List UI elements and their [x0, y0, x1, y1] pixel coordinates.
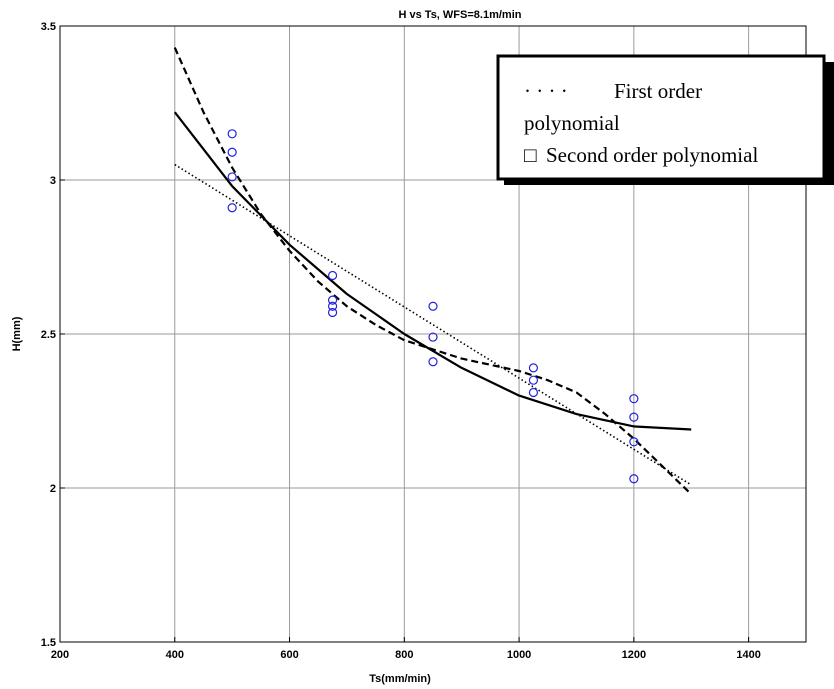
x-tick-label: 600 — [280, 649, 298, 661]
data-point — [629, 412, 639, 422]
legend-first-order-label: First order — [614, 79, 702, 103]
data-point — [227, 129, 237, 139]
series-layer — [173, 47, 692, 495]
data-point — [428, 357, 438, 367]
legend: · · · · First order polynomial □ Second … — [496, 54, 834, 185]
data-point — [227, 172, 237, 182]
data-point — [629, 437, 639, 447]
data-point — [528, 363, 539, 373]
x-axis-ticks: 200 400 600 800 1000 1200 1400 — [51, 637, 761, 661]
y-tick-label: 3.5 — [41, 21, 56, 33]
y-tick-label: 2 — [50, 483, 56, 495]
legend-second-order-marker: □ — [524, 143, 537, 167]
series-line-dashed — [173, 47, 692, 495]
legend-polynomial-label: polynomial — [524, 111, 620, 135]
y-tick-label: 2.5 — [41, 329, 56, 341]
series-line-dotted — [174, 163, 692, 486]
data-point — [327, 270, 338, 281]
x-tick-label: 200 — [51, 649, 69, 661]
x-axis-label: Ts(mm/min) — [369, 673, 431, 685]
data-point — [327, 295, 338, 305]
data-point — [327, 301, 338, 311]
points-layer — [227, 129, 639, 484]
x-tick-label: 1200 — [622, 649, 646, 661]
x-tick-label: 800 — [395, 649, 413, 661]
data-point — [428, 301, 438, 311]
data-point — [629, 474, 639, 484]
y-tick-label: 1.5 — [41, 637, 56, 649]
data-point — [528, 387, 539, 398]
chart-title: H vs Ts, WFS=8.1m/min — [399, 9, 522, 21]
data-point — [428, 332, 438, 342]
legend-box — [496, 54, 826, 181]
y-axis-ticks: 1.5 2 2.5 3 3.5 — [41, 21, 65, 649]
data-point — [528, 375, 539, 385]
legend-second-order-label: Second order polynomial — [546, 143, 758, 167]
data-point — [227, 147, 237, 157]
data-point — [629, 394, 639, 404]
x-tick-label: 1400 — [736, 649, 760, 661]
legend-first-order-marker: · · · · — [524, 79, 568, 103]
y-tick-label: 3 — [50, 175, 56, 187]
y-axis-label: H(mm) — [11, 316, 23, 351]
x-tick-label: 400 — [166, 649, 184, 661]
x-tick-label: 1000 — [507, 649, 531, 661]
data-point — [227, 203, 237, 213]
data-point — [327, 307, 338, 318]
